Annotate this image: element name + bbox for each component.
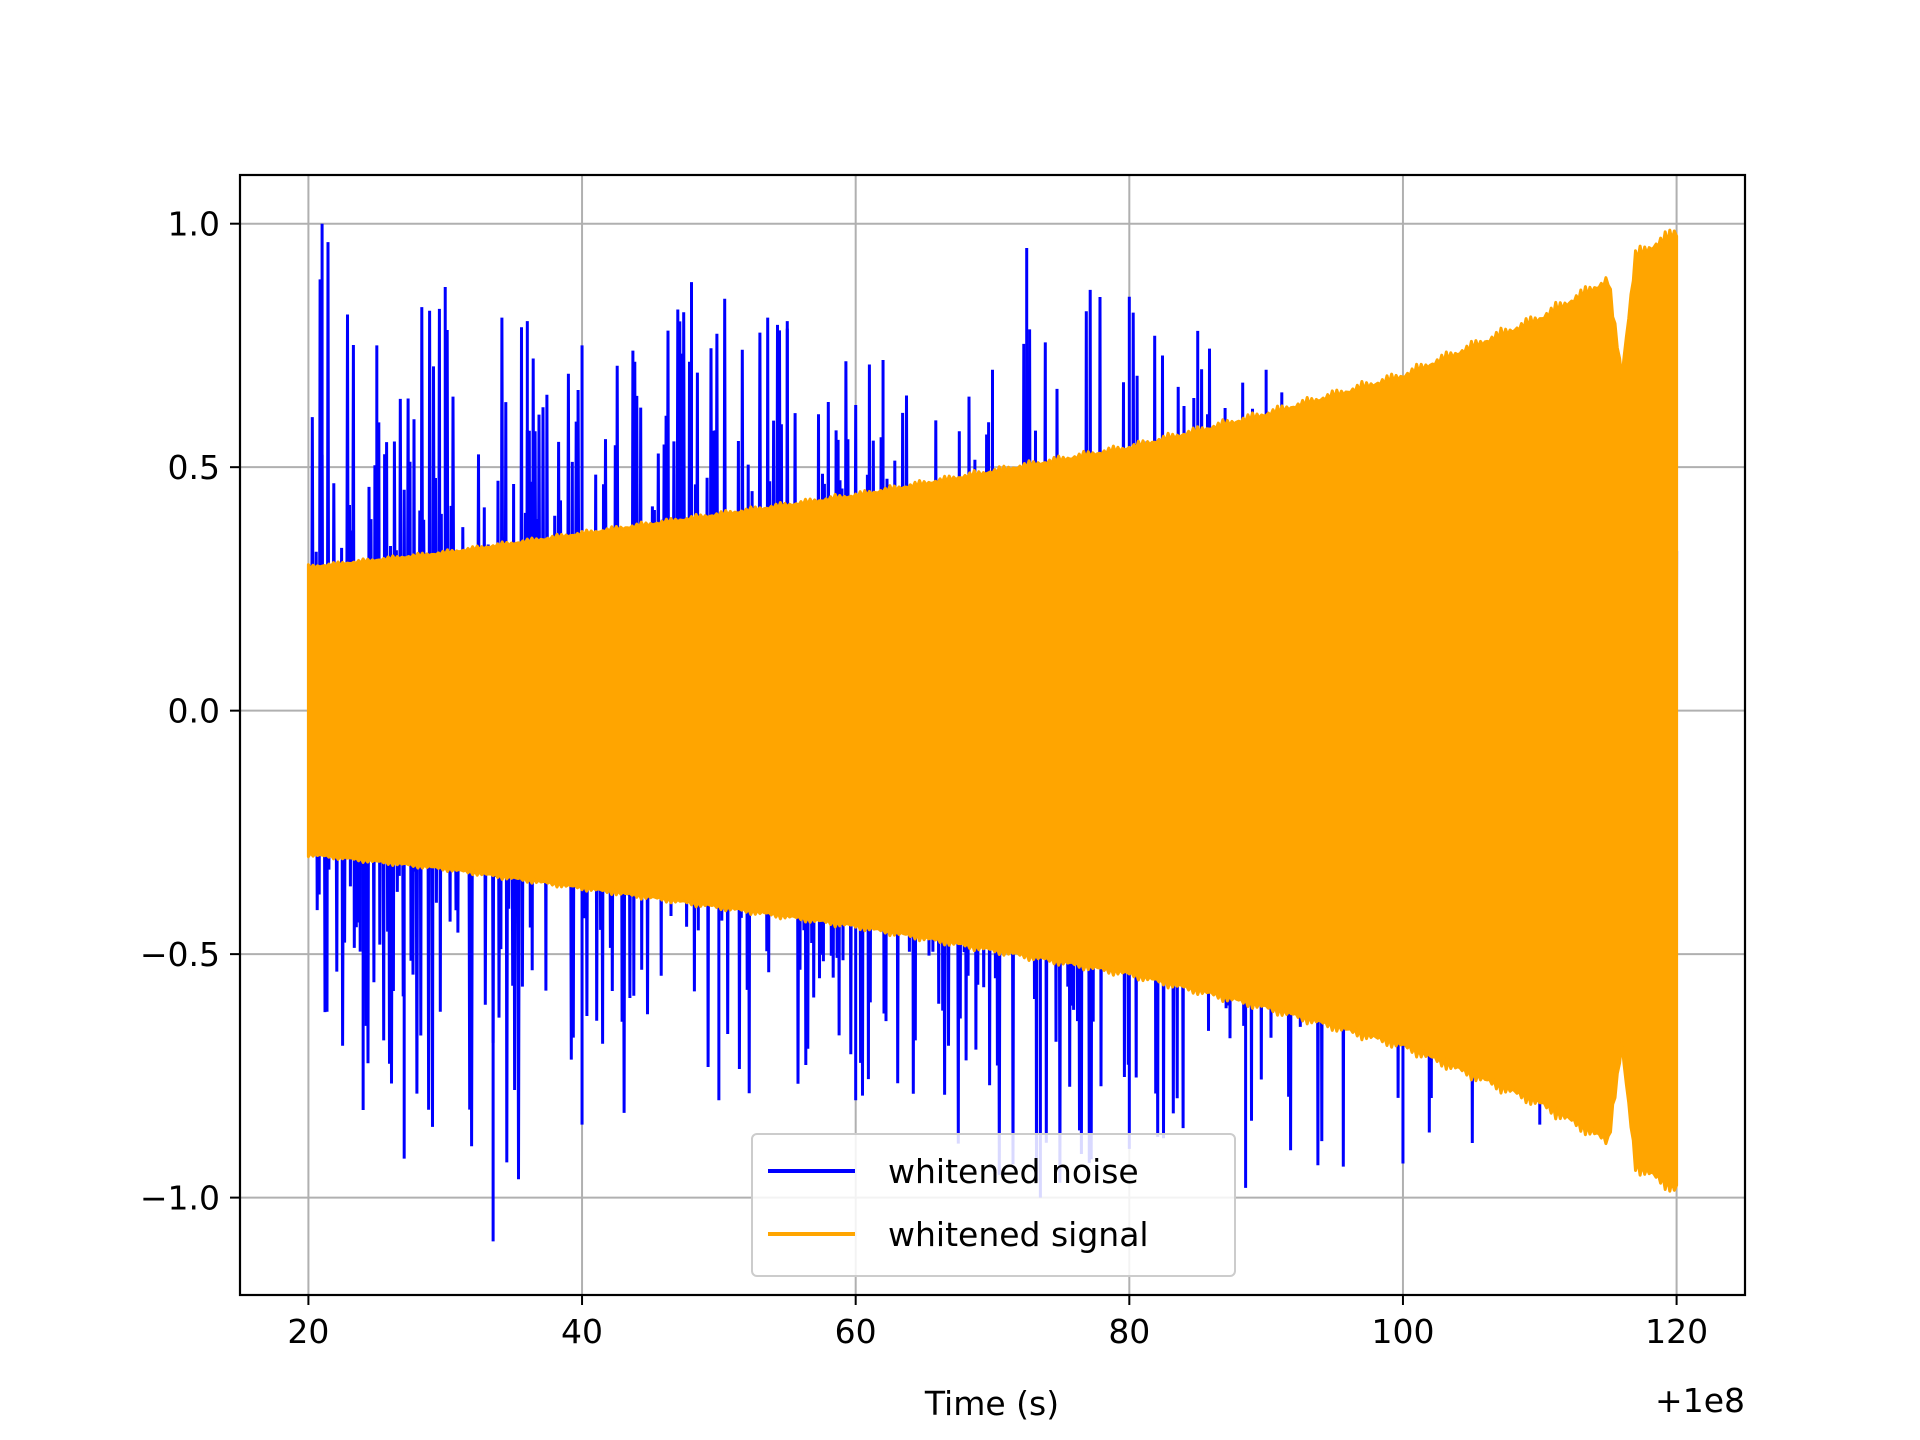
x-tick-label: 40	[561, 1312, 603, 1351]
x-axis-label: Time (s)	[924, 1384, 1059, 1423]
x-axis-offset-label: +1e8	[1655, 1381, 1745, 1420]
y-axis-ticks: −1.0 −0.5 0.0 0.5 1.0	[140, 205, 240, 1218]
legend: whitened noise whitened signal	[751, 1133, 1236, 1277]
series-whitened-signal-area	[306, 228, 1679, 1193]
plot-frame	[238, 173, 1747, 1297]
y-tick-label: −0.5	[140, 935, 220, 974]
legend-label-whitened-signal: whitened signal	[888, 1215, 1149, 1254]
legend-label-whitened-noise: whitened noise	[888, 1152, 1139, 1191]
legend-box	[751, 1133, 1236, 1277]
x-tick-label: 80	[1108, 1312, 1150, 1351]
x-tick-label: 60	[835, 1312, 877, 1351]
x-tick-label: 20	[287, 1312, 329, 1351]
y-tick-label: 1.0	[168, 205, 220, 244]
y-tick-label: 0.5	[168, 448, 220, 487]
x-tick-label: 100	[1371, 1312, 1434, 1351]
y-tick-label: 0.0	[168, 692, 220, 731]
x-tick-label: 120	[1645, 1312, 1708, 1351]
x-axis-ticks: 20 40 60 80 100 120	[287, 1295, 1708, 1351]
series-layer	[306, 223, 1679, 1242]
y-tick-label: −1.0	[140, 1179, 220, 1218]
